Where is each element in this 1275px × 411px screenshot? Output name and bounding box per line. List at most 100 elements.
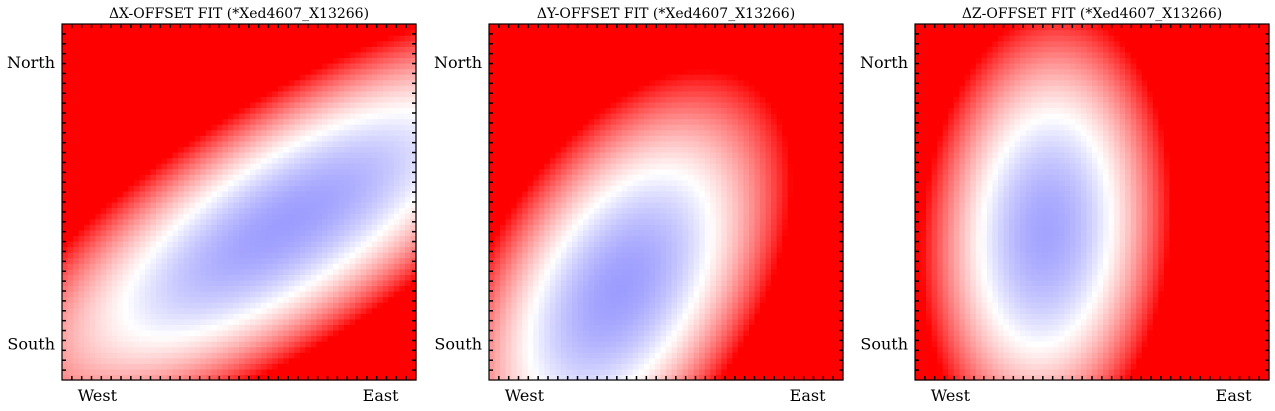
heatmap-cell <box>200 74 207 81</box>
heatmap-cell <box>62 246 69 253</box>
heatmap-cell <box>355 107 362 114</box>
heatmap-cell <box>399 329 406 337</box>
heatmap-cell <box>310 213 318 220</box>
heatmap-cell <box>150 274 157 281</box>
heatmap-cell <box>255 346 262 353</box>
heatmap-cell <box>355 263 362 270</box>
heatmap-cell <box>150 246 157 253</box>
heatmap-cell <box>117 307 124 314</box>
heatmap-cell <box>765 368 772 376</box>
heatmap-cell <box>128 296 135 303</box>
heatmap-cell <box>760 368 767 376</box>
heatmap-cell <box>233 218 240 225</box>
heatmap-cell <box>266 335 273 342</box>
heatmap-cell <box>366 318 373 325</box>
heatmap-cell <box>560 374 568 381</box>
heatmap-cell <box>205 163 212 170</box>
heatmap-cell <box>272 246 279 253</box>
heatmap-cell <box>294 240 301 248</box>
heatmap-cell <box>310 207 318 214</box>
heatmap-cell <box>266 368 273 376</box>
heatmap-cell <box>161 113 168 120</box>
heatmap-cell <box>89 352 96 359</box>
heatmap-cell <box>382 35 389 42</box>
heatmap-cell <box>244 218 251 225</box>
heatmap-cell <box>294 346 301 353</box>
heatmap-cell <box>316 146 323 153</box>
heatmap-cell <box>366 174 373 181</box>
heatmap-cell <box>288 140 295 147</box>
heatmap-cell <box>178 29 185 36</box>
heatmap-cell <box>321 79 329 86</box>
heatmap-cell <box>95 40 102 47</box>
heatmap-cell <box>150 252 157 259</box>
heatmap-cell <box>349 374 356 381</box>
heatmap-cell <box>732 363 739 370</box>
heatmap-cell <box>294 196 301 203</box>
heatmap-cell <box>250 224 257 231</box>
heatmap-cell <box>89 74 96 81</box>
heatmap-cell <box>837 318 844 325</box>
heatmap-cell <box>106 179 113 186</box>
heatmap-cell <box>161 185 168 192</box>
heatmap-cell <box>349 74 356 81</box>
heatmap-cell <box>321 307 329 314</box>
heatmap-cell <box>327 313 334 320</box>
heatmap-cell <box>288 368 295 376</box>
heatmap-cell <box>377 329 384 337</box>
heatmap-cell <box>355 24 362 31</box>
heatmap-cell <box>393 224 401 231</box>
heatmap-cell <box>78 129 85 136</box>
heatmap-cell <box>183 79 190 86</box>
heatmap-cell <box>67 363 74 370</box>
heatmap-cell <box>277 146 284 153</box>
heatmap-cell <box>382 168 389 175</box>
heatmap-cell <box>410 74 417 81</box>
heatmap-cell <box>89 46 96 53</box>
heatmap-cell <box>239 291 246 298</box>
heatmap-cell <box>327 35 334 42</box>
heatmap-cell <box>305 96 312 103</box>
heatmap-cell <box>122 213 129 220</box>
heatmap-cell <box>344 341 351 348</box>
heatmap-cell <box>272 307 279 314</box>
heatmap-cell <box>299 229 306 236</box>
heatmap-cell <box>244 335 251 342</box>
heatmap-cell <box>399 257 406 264</box>
heatmap-cell <box>277 374 284 381</box>
heatmap-cell <box>310 202 318 209</box>
heatmap-cell <box>638 363 645 370</box>
heatmap-cell <box>410 224 417 231</box>
heatmap-cell <box>533 329 540 337</box>
heatmap-cell <box>737 324 745 331</box>
heatmap-cell <box>699 357 706 364</box>
heatmap-cell <box>211 35 218 42</box>
heatmap-cell <box>355 196 362 203</box>
heatmap-cell <box>654 341 662 348</box>
heatmap-cell <box>205 168 212 175</box>
heatmap-cell <box>333 174 340 181</box>
heatmap-cell <box>222 29 229 36</box>
heatmap-cell <box>255 124 262 131</box>
heatmap-cell <box>366 40 373 47</box>
heatmap-cell <box>194 263 201 270</box>
heatmap-cell <box>316 224 323 231</box>
heatmap-cell <box>333 279 340 287</box>
heatmap-cell <box>404 346 412 353</box>
heatmap-cell <box>211 296 218 303</box>
heatmap-cell <box>150 190 157 198</box>
heatmap-cell <box>183 157 190 164</box>
heatmap-cell <box>167 74 174 81</box>
heatmap-cell <box>288 252 295 259</box>
heatmap-cell <box>211 113 218 120</box>
heatmap-cell <box>399 374 406 381</box>
tick-marks <box>62 24 416 380</box>
heatmap-cell <box>84 157 91 164</box>
heatmap-cell <box>327 307 334 314</box>
heatmap-cell <box>377 324 384 331</box>
heatmap-cell <box>721 352 728 359</box>
heatmap-cell <box>62 57 69 64</box>
heatmap-cell <box>161 124 168 131</box>
heatmap-cell <box>344 291 351 298</box>
